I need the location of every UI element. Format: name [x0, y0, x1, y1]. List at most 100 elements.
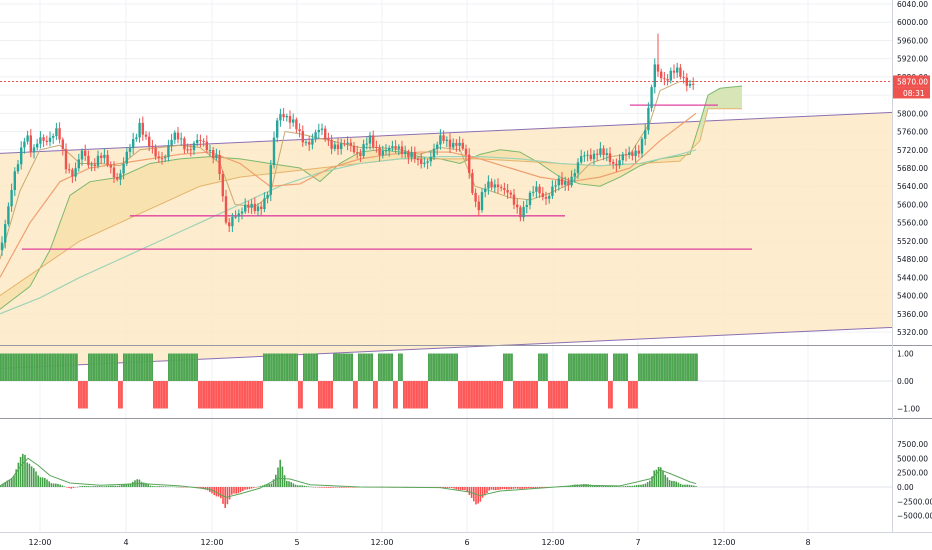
countdown-label: 08:31: [903, 89, 925, 98]
volume-bar: [649, 480, 651, 487]
volume-bar: [618, 486, 620, 488]
volume-bar: [682, 484, 684, 487]
candle-body: [653, 64, 656, 88]
candle-body: [279, 114, 282, 121]
volume-bar: [466, 487, 468, 492]
volume-bar: [246, 487, 248, 490]
candle-body: [532, 191, 535, 193]
volume-bar: [600, 485, 603, 487]
volume-bar: [127, 483, 130, 487]
volume-bar: [508, 487, 510, 490]
oscillator-bar: [568, 353, 608, 381]
volume-bar: [475, 487, 477, 505]
candle-body: [10, 189, 13, 207]
candle-body: [615, 163, 618, 166]
candle-body: [224, 196, 228, 223]
volume-bar: [479, 487, 482, 502]
volume-bar: [343, 487, 345, 488]
candle-body: [471, 172, 474, 193]
candle-body: [295, 119, 298, 130]
volume-bar: [686, 484, 688, 487]
candle-body: [509, 192, 512, 195]
volume-bar: [270, 483, 273, 487]
candle-body: [240, 211, 244, 214]
volume-bar: [158, 486, 160, 487]
last-price-label: 5870.00: [897, 77, 928, 86]
candle-body: [672, 70, 676, 73]
time-tick-label: 5: [294, 538, 299, 547]
candle-body: [384, 150, 388, 152]
volume-bar: [609, 485, 611, 487]
volume-bar: [521, 487, 523, 489]
candle-body: [407, 151, 410, 158]
oscillator-bar: [538, 353, 548, 381]
oscillator-bar: [358, 353, 373, 381]
candle-body: [570, 176, 573, 186]
volume-bar: [607, 485, 609, 487]
candle-body: [58, 128, 61, 140]
volume-bar: [598, 485, 600, 487]
volume-bar: [77, 486, 79, 488]
candle-body: [692, 83, 695, 85]
volume-bar: [631, 485, 633, 487]
volume-bar: [22, 453, 24, 487]
price-pane[interactable]: [0, 33, 893, 369]
candle-body: [634, 150, 637, 157]
volume-bar: [90, 486, 92, 487]
volume-bar: [290, 482, 292, 487]
volume-axis[interactable]: 7500.00 5000.00 2500.00 0.00 −2500.00 −5000.0…: [897, 440, 932, 521]
volume-bar: [198, 487, 200, 489]
candle-body: [458, 142, 461, 146]
oscillator-bar: [503, 353, 513, 381]
candle-body: [381, 150, 384, 156]
volume-bar: [684, 484, 686, 487]
volume-bar: [666, 477, 669, 487]
volume-bar: [39, 477, 42, 487]
candle-body: [231, 216, 234, 227]
candle-body: [208, 149, 212, 151]
volume-bar: [679, 483, 682, 487]
oscillator-bar: [168, 353, 198, 381]
candle-body: [221, 174, 224, 197]
candle-body: [365, 143, 368, 145]
oscillator-pane[interactable]: [0, 353, 892, 409]
oscillator-axis[interactable]: 1.00 0.00 −1.00: [897, 350, 920, 414]
volume-bar: [85, 485, 88, 487]
candle-body: [16, 164, 20, 172]
candle-body: [7, 206, 10, 225]
volume-bar: [492, 487, 495, 491]
volume-bar: [448, 487, 451, 488]
candle-body: [621, 154, 624, 161]
candle-body: [282, 114, 285, 118]
volume-bar: [182, 487, 185, 488]
time-axis[interactable]: 12:00 4 12:00 5 12:00 6 12:00 7 12:00 8: [28, 538, 810, 547]
candle-body: [205, 141, 208, 150]
candle-body: [106, 154, 109, 165]
volume-bar: [118, 485, 121, 487]
time-tick-label: 7: [635, 538, 640, 547]
candle-body: [455, 142, 458, 146]
candle-body: [618, 160, 621, 166]
volume-bar: [312, 486, 314, 488]
volume-pane[interactable]: [0, 453, 892, 508]
volume-bar: [171, 486, 174, 488]
volume-bar: [442, 487, 444, 489]
volume-bar: [235, 487, 237, 494]
volume-bar: [616, 486, 618, 487]
volume-bar: [180, 487, 182, 488]
volume-bar: [114, 485, 116, 487]
oscillator-bar: [0, 353, 78, 381]
candle-body: [464, 148, 468, 155]
volume-bar: [129, 483, 132, 487]
volume-bar: [605, 485, 607, 487]
volume-tick-label: −2500.00: [897, 497, 932, 506]
oscillator-bar: [428, 353, 458, 381]
candle-body: [330, 139, 333, 149]
candle-body: [36, 143, 39, 148]
volume-bar: [237, 487, 240, 494]
candle-body: [336, 144, 340, 150]
volume-bar: [332, 487, 334, 488]
volume-bar: [24, 454, 26, 487]
channel-upper-line: [0, 111, 893, 154]
volume-bar: [517, 487, 519, 489]
